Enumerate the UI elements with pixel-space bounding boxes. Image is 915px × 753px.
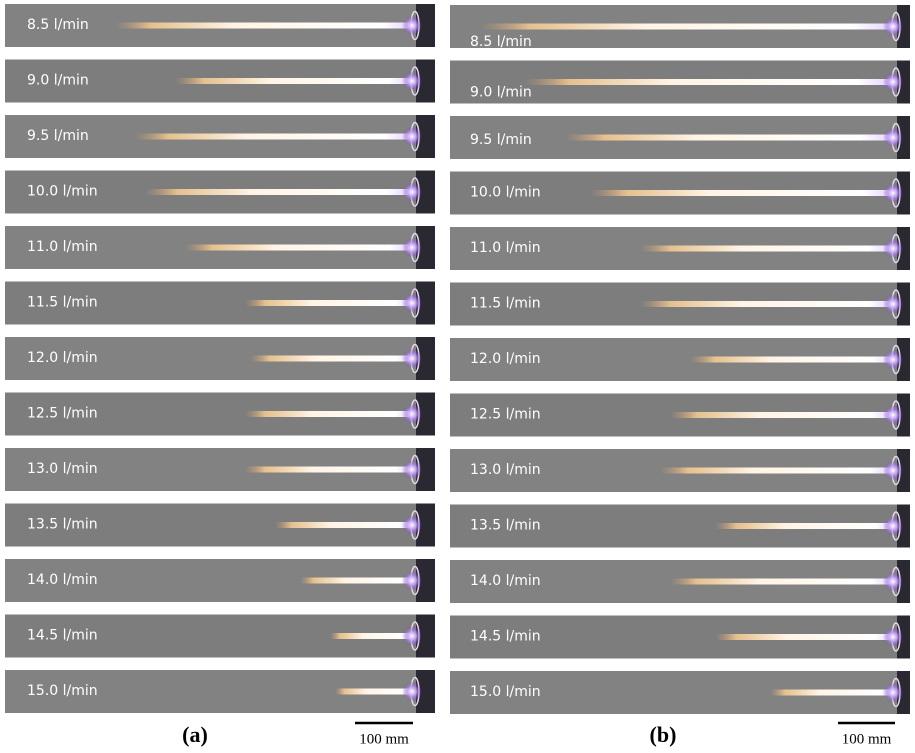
flow-rate-label: 9.0 l/min (27, 73, 89, 89)
flow-rate-label: 11.5 l/min (27, 295, 98, 311)
plasma-jet (670, 579, 893, 585)
flow-rate-label: 13.0 l/min (27, 461, 98, 477)
flow-rate-label: 9.0 l/min (470, 85, 532, 101)
flow-rate-label: 10.0 l/min (27, 184, 98, 200)
plasma-jet (590, 190, 893, 196)
plasma-jet (330, 633, 412, 639)
plasma-glow (883, 683, 903, 703)
flow-rate-label: 15.0 l/min (470, 684, 541, 700)
plasma-jet (275, 522, 412, 528)
plasma-jet (565, 135, 893, 141)
plasma-jet (175, 78, 412, 84)
plasma-glow (402, 238, 422, 258)
flow-rate-label: 12.5 l/min (470, 407, 541, 423)
flow-rate-label: 9.5 l/min (27, 128, 89, 144)
plasma-glow (402, 571, 422, 591)
plasma-glow (402, 16, 422, 36)
panel-label: (b) (650, 722, 677, 747)
flow-rate-label: 14.5 l/min (27, 628, 98, 644)
plasma-jet (245, 467, 412, 473)
panel-label: (a) (182, 722, 208, 747)
flow-rate-label: 8.5 l/min (27, 17, 89, 33)
plasma-glow (402, 127, 422, 147)
flow-rate-label: 11.5 l/min (470, 296, 541, 312)
plasma-jet (185, 245, 412, 251)
plasma-jet (770, 690, 893, 696)
plasma-jet (135, 134, 412, 140)
plasma-jet (250, 356, 412, 362)
plasma-glow (883, 183, 903, 203)
plasma-jet (245, 300, 412, 306)
flow-rate-label: 13.0 l/min (470, 462, 541, 478)
flow-rate-label: 12.0 l/min (27, 350, 98, 366)
plasma-glow (402, 682, 422, 702)
plasma-glow (402, 71, 422, 91)
plasma-glow (402, 349, 422, 369)
flow-rate-label: 12.5 l/min (27, 406, 98, 422)
flow-rate-label: 14.0 l/min (27, 572, 98, 588)
flow-rate-label: 10.0 l/min (470, 185, 541, 201)
plasma-glow (883, 461, 903, 481)
plasma-jet (115, 23, 412, 29)
scale-bar-label: 100 mm (359, 731, 409, 747)
flow-rate-label: 9.5 l/min (470, 132, 532, 148)
plasma-jet (670, 412, 893, 418)
plasma-glow (883, 128, 903, 148)
flow-rate-label: 11.0 l/min (27, 239, 98, 255)
plasma-glow (883, 294, 903, 314)
flow-rate-label: 13.5 l/min (27, 517, 98, 533)
plasma-glow (402, 182, 422, 202)
flow-rate-label: 13.5 l/min (470, 518, 541, 534)
plasma-jet (245, 411, 412, 417)
flow-rate-label: 15.0 l/min (27, 683, 98, 699)
plasma-glow (883, 627, 903, 647)
plasma-glow (402, 626, 422, 646)
plasma-jet (640, 246, 893, 252)
plasma-glow (883, 72, 903, 92)
plasma-jet (690, 357, 893, 363)
plasma-glow (883, 17, 903, 37)
flow-rate-label: 12.0 l/min (470, 351, 541, 367)
plasma-jet (525, 79, 893, 85)
scale-bar-label: 100 mm (842, 731, 892, 747)
figure: 8.5 l/min 9.0 l/min 9.5 l/min 10.0 l/min 11.… (0, 0, 915, 753)
plasma-jet (145, 189, 412, 195)
flow-rate-label: 11.0 l/min (470, 240, 541, 256)
plasma-glow (883, 516, 903, 536)
plasma-jet (715, 523, 893, 529)
flow-rate-label: 14.5 l/min (470, 629, 541, 645)
plasma-jet (335, 689, 412, 695)
plasma-glow (402, 404, 422, 424)
plasma-jet (480, 24, 893, 30)
plasma-glow (883, 405, 903, 425)
plasma-jet (660, 468, 893, 474)
plasma-jet (640, 301, 893, 307)
flow-rate-label: 8.5 l/min (470, 34, 532, 50)
plasma-glow (402, 293, 422, 313)
plasma-glow (402, 460, 422, 480)
plasma-glow (883, 239, 903, 259)
flow-rate-label: 14.0 l/min (470, 573, 541, 589)
plasma-jet (715, 634, 893, 640)
plasma-glow (402, 515, 422, 535)
plasma-jet (300, 578, 412, 584)
plasma-glow (883, 350, 903, 370)
plasma-glow (883, 572, 903, 592)
